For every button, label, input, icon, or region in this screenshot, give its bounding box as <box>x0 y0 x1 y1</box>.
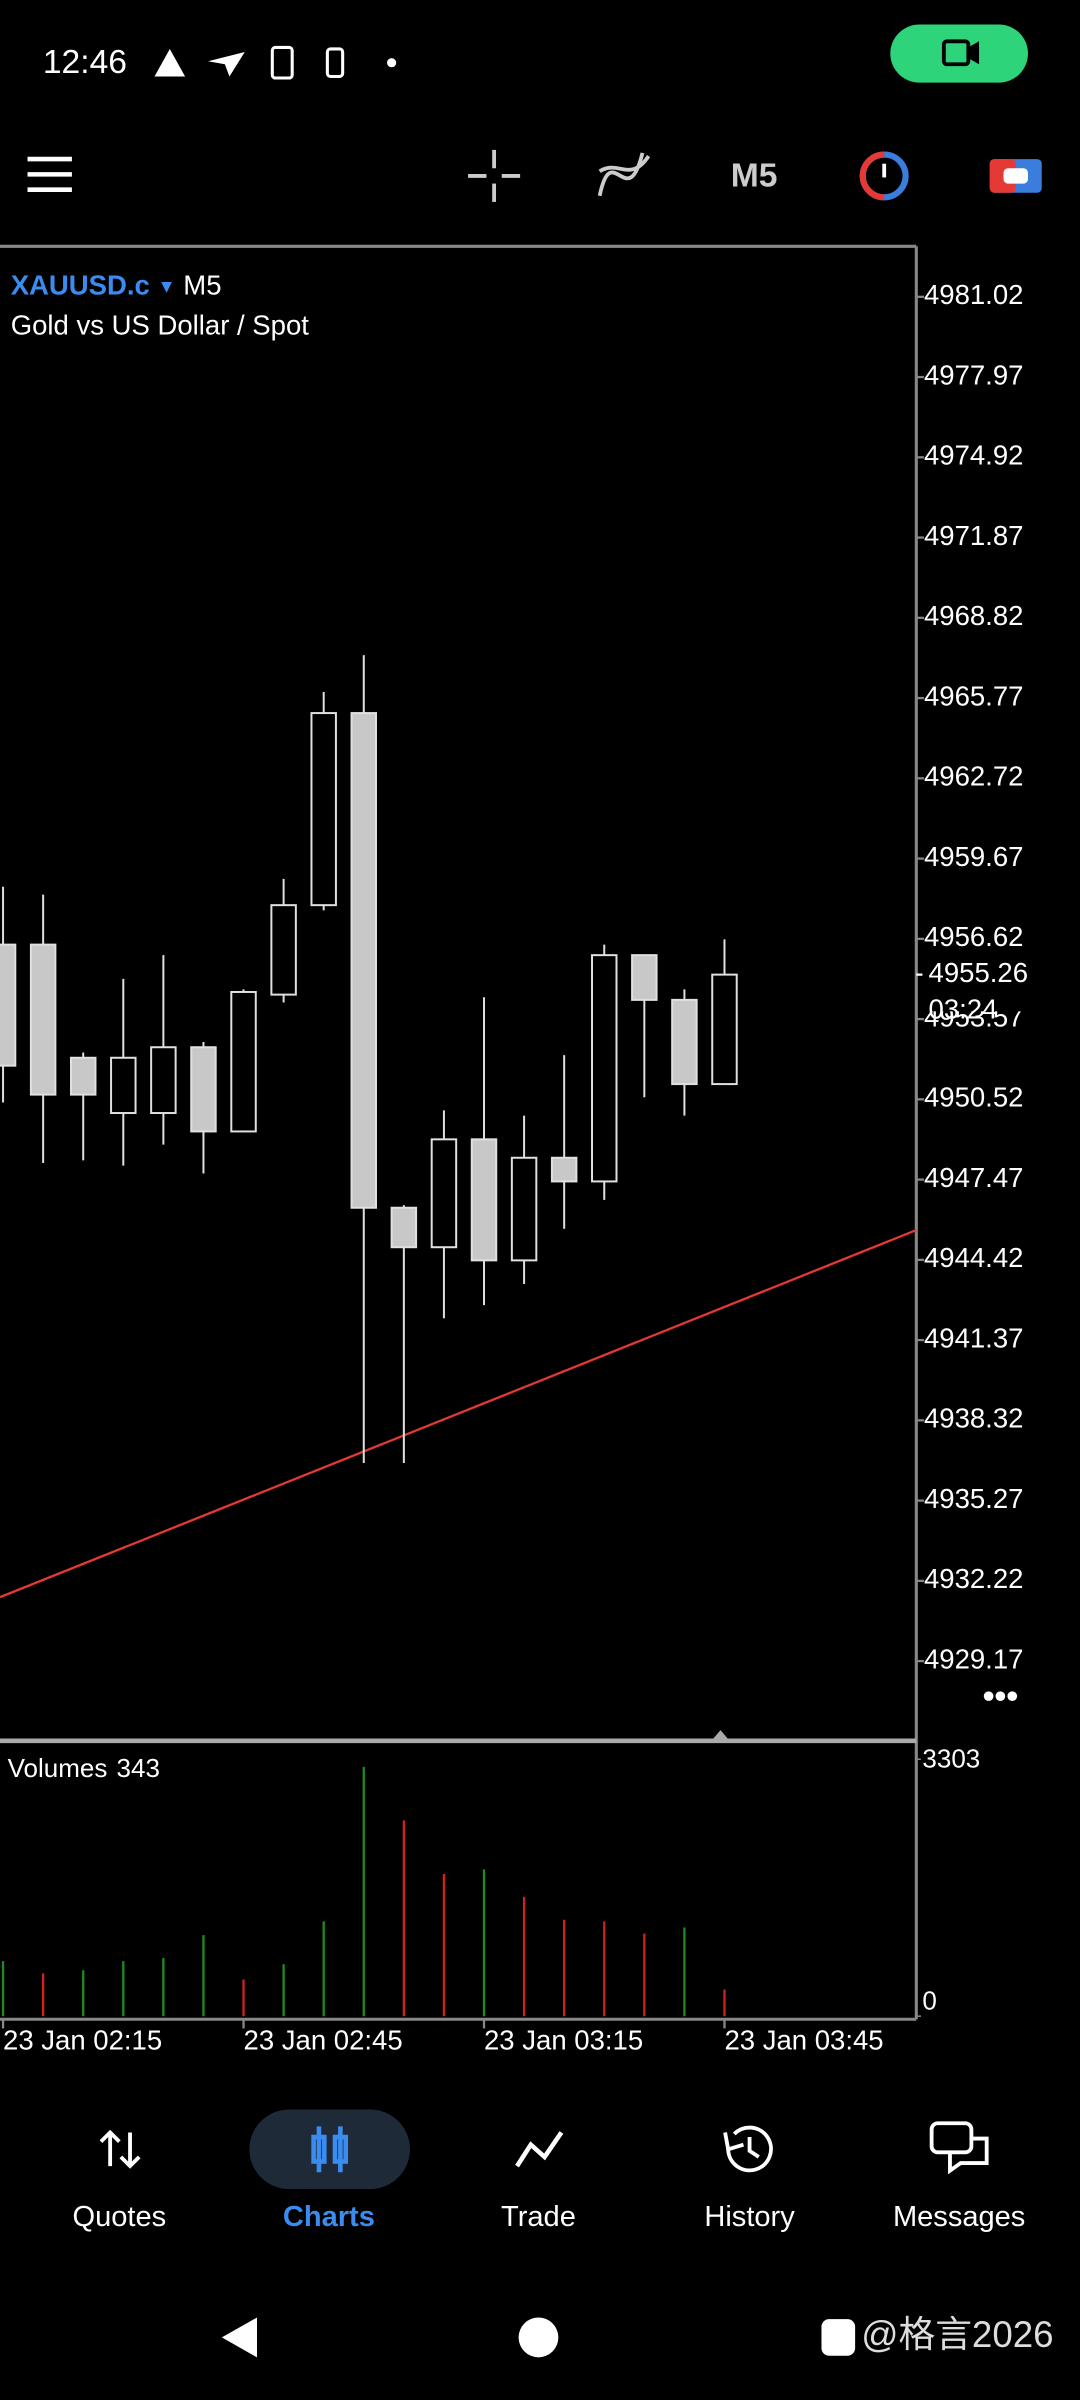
symbol-dropdown[interactable]: ▼ <box>158 275 176 296</box>
price-tick-label: 4981.02 <box>924 279 1023 310</box>
candle-body <box>350 712 378 1209</box>
bar-timer: 03:24 <box>929 994 998 1025</box>
price-tick-label: 4941.37 <box>924 1322 1023 1353</box>
bottom-nav: Quotes Charts Trade History Messages <box>72 2201 1025 2233</box>
more-button[interactable]: ••• <box>983 1678 1018 1715</box>
indicators-button[interactable] <box>597 152 651 197</box>
volume-tick-label: 0 <box>922 1985 936 2015</box>
chart-timeframe: M5 <box>183 270 221 301</box>
history-icon <box>723 2125 773 2173</box>
candle-body <box>29 943 57 1096</box>
status-time: 12:46 <box>43 44 127 81</box>
nav-tab[interactable]: Messages <box>893 2201 1025 2233</box>
nav-tab[interactable]: Quotes <box>72 2201 166 2233</box>
timeframe-button[interactable]: M5 <box>731 157 778 194</box>
candle-body <box>470 1138 498 1262</box>
price-tick-label: 4932.22 <box>924 1563 1023 1594</box>
volumes-title: Volumes 343 <box>8 1753 160 1783</box>
chart-description: Gold vs US Dollar / Spot <box>11 310 310 341</box>
quotes-icon <box>99 2129 141 2169</box>
volumes-last: 343 <box>117 1753 160 1783</box>
time-label: 23 Jan 02:45 <box>244 2024 403 2055</box>
candle-body <box>430 1138 458 1249</box>
price-tick-label: 4947.47 <box>924 1162 1023 1193</box>
active-tab-pill <box>249 2109 410 2190</box>
price-tick-label: 4950.52 <box>924 1082 1023 1113</box>
crosshair-button[interactable] <box>468 149 521 202</box>
back-button[interactable] <box>221 2317 257 2358</box>
separator-handle[interactable] <box>711 1730 730 1741</box>
trade-button[interactable] <box>989 159 1042 193</box>
price-tick-label: 4956.62 <box>924 921 1023 952</box>
symbol[interactable]: XAUUSD.c <box>11 270 150 301</box>
nav-tab[interactable]: History <box>704 2201 795 2233</box>
watermark-logo <box>821 2319 856 2356</box>
time-label: 23 Jan 03:45 <box>724 2024 883 2055</box>
price-tick-label: 4929.17 <box>924 1643 1023 1674</box>
nav-tab[interactable]: Trade <box>501 2201 576 2233</box>
trend-line <box>0 1229 917 1599</box>
status-icons <box>154 45 397 80</box>
camera-icon <box>941 39 980 67</box>
price-tick-label: 4971.87 <box>924 520 1023 551</box>
watermark: @格言2026 <box>861 2314 1053 2355</box>
candle-body <box>110 1056 137 1115</box>
candle-body <box>150 1046 177 1115</box>
time-label: 23 Jan 03:15 <box>484 2024 643 2055</box>
price-tick-label: 4965.77 <box>924 680 1023 711</box>
price-tick-label: 4968.82 <box>924 600 1023 631</box>
chart-symbol-line: XAUUSD.c ▼ M5 <box>11 270 222 301</box>
clock-button[interactable] <box>859 151 909 201</box>
candle-body <box>510 1156 538 1262</box>
current-price-box <box>919 953 1073 1012</box>
price-tick-label: 4938.32 <box>924 1403 1023 1434</box>
nav-tab[interactable]: Charts <box>283 2201 375 2233</box>
candle-body <box>69 1056 97 1096</box>
trade-icon <box>515 2131 564 2168</box>
candle-body <box>0 943 17 1067</box>
price-tick-label: 4959.67 <box>924 841 1023 872</box>
candle-body <box>190 1046 217 1133</box>
plot: 4981.02 4977.97 4974.92 4971.87 4968.82 4965.… <box>0 279 1073 2055</box>
price-tick-label: 4962.72 <box>924 761 1023 792</box>
time-label: 23 Jan 02:15 <box>3 2024 162 2055</box>
price-tick-label: 4974.92 <box>924 440 1023 471</box>
home-button[interactable] <box>518 2317 559 2358</box>
call-pill[interactable] <box>890 24 1028 83</box>
current-price-label: 4955.26 <box>929 957 1028 988</box>
price-tick-label: 4935.27 <box>924 1483 1023 1514</box>
candle-body <box>711 973 738 1086</box>
candle-body <box>270 904 297 996</box>
candle-body <box>671 998 698 1086</box>
volumes-name: Volumes <box>8 1753 108 1783</box>
candle-body <box>390 1206 418 1249</box>
candle-body <box>310 712 337 907</box>
charts-icon <box>311 2126 349 2173</box>
candle-body <box>230 990 257 1133</box>
price-tick-label: 4944.42 <box>924 1242 1023 1273</box>
menu-button[interactable] <box>27 156 72 192</box>
candle-body <box>591 954 618 1183</box>
volume-tick-label: 3303 <box>922 1744 980 1774</box>
price-tick-label: 4977.97 <box>924 359 1023 390</box>
candle-body <box>631 954 658 1001</box>
messages-icon <box>929 2121 989 2175</box>
candle-body <box>550 1156 578 1183</box>
